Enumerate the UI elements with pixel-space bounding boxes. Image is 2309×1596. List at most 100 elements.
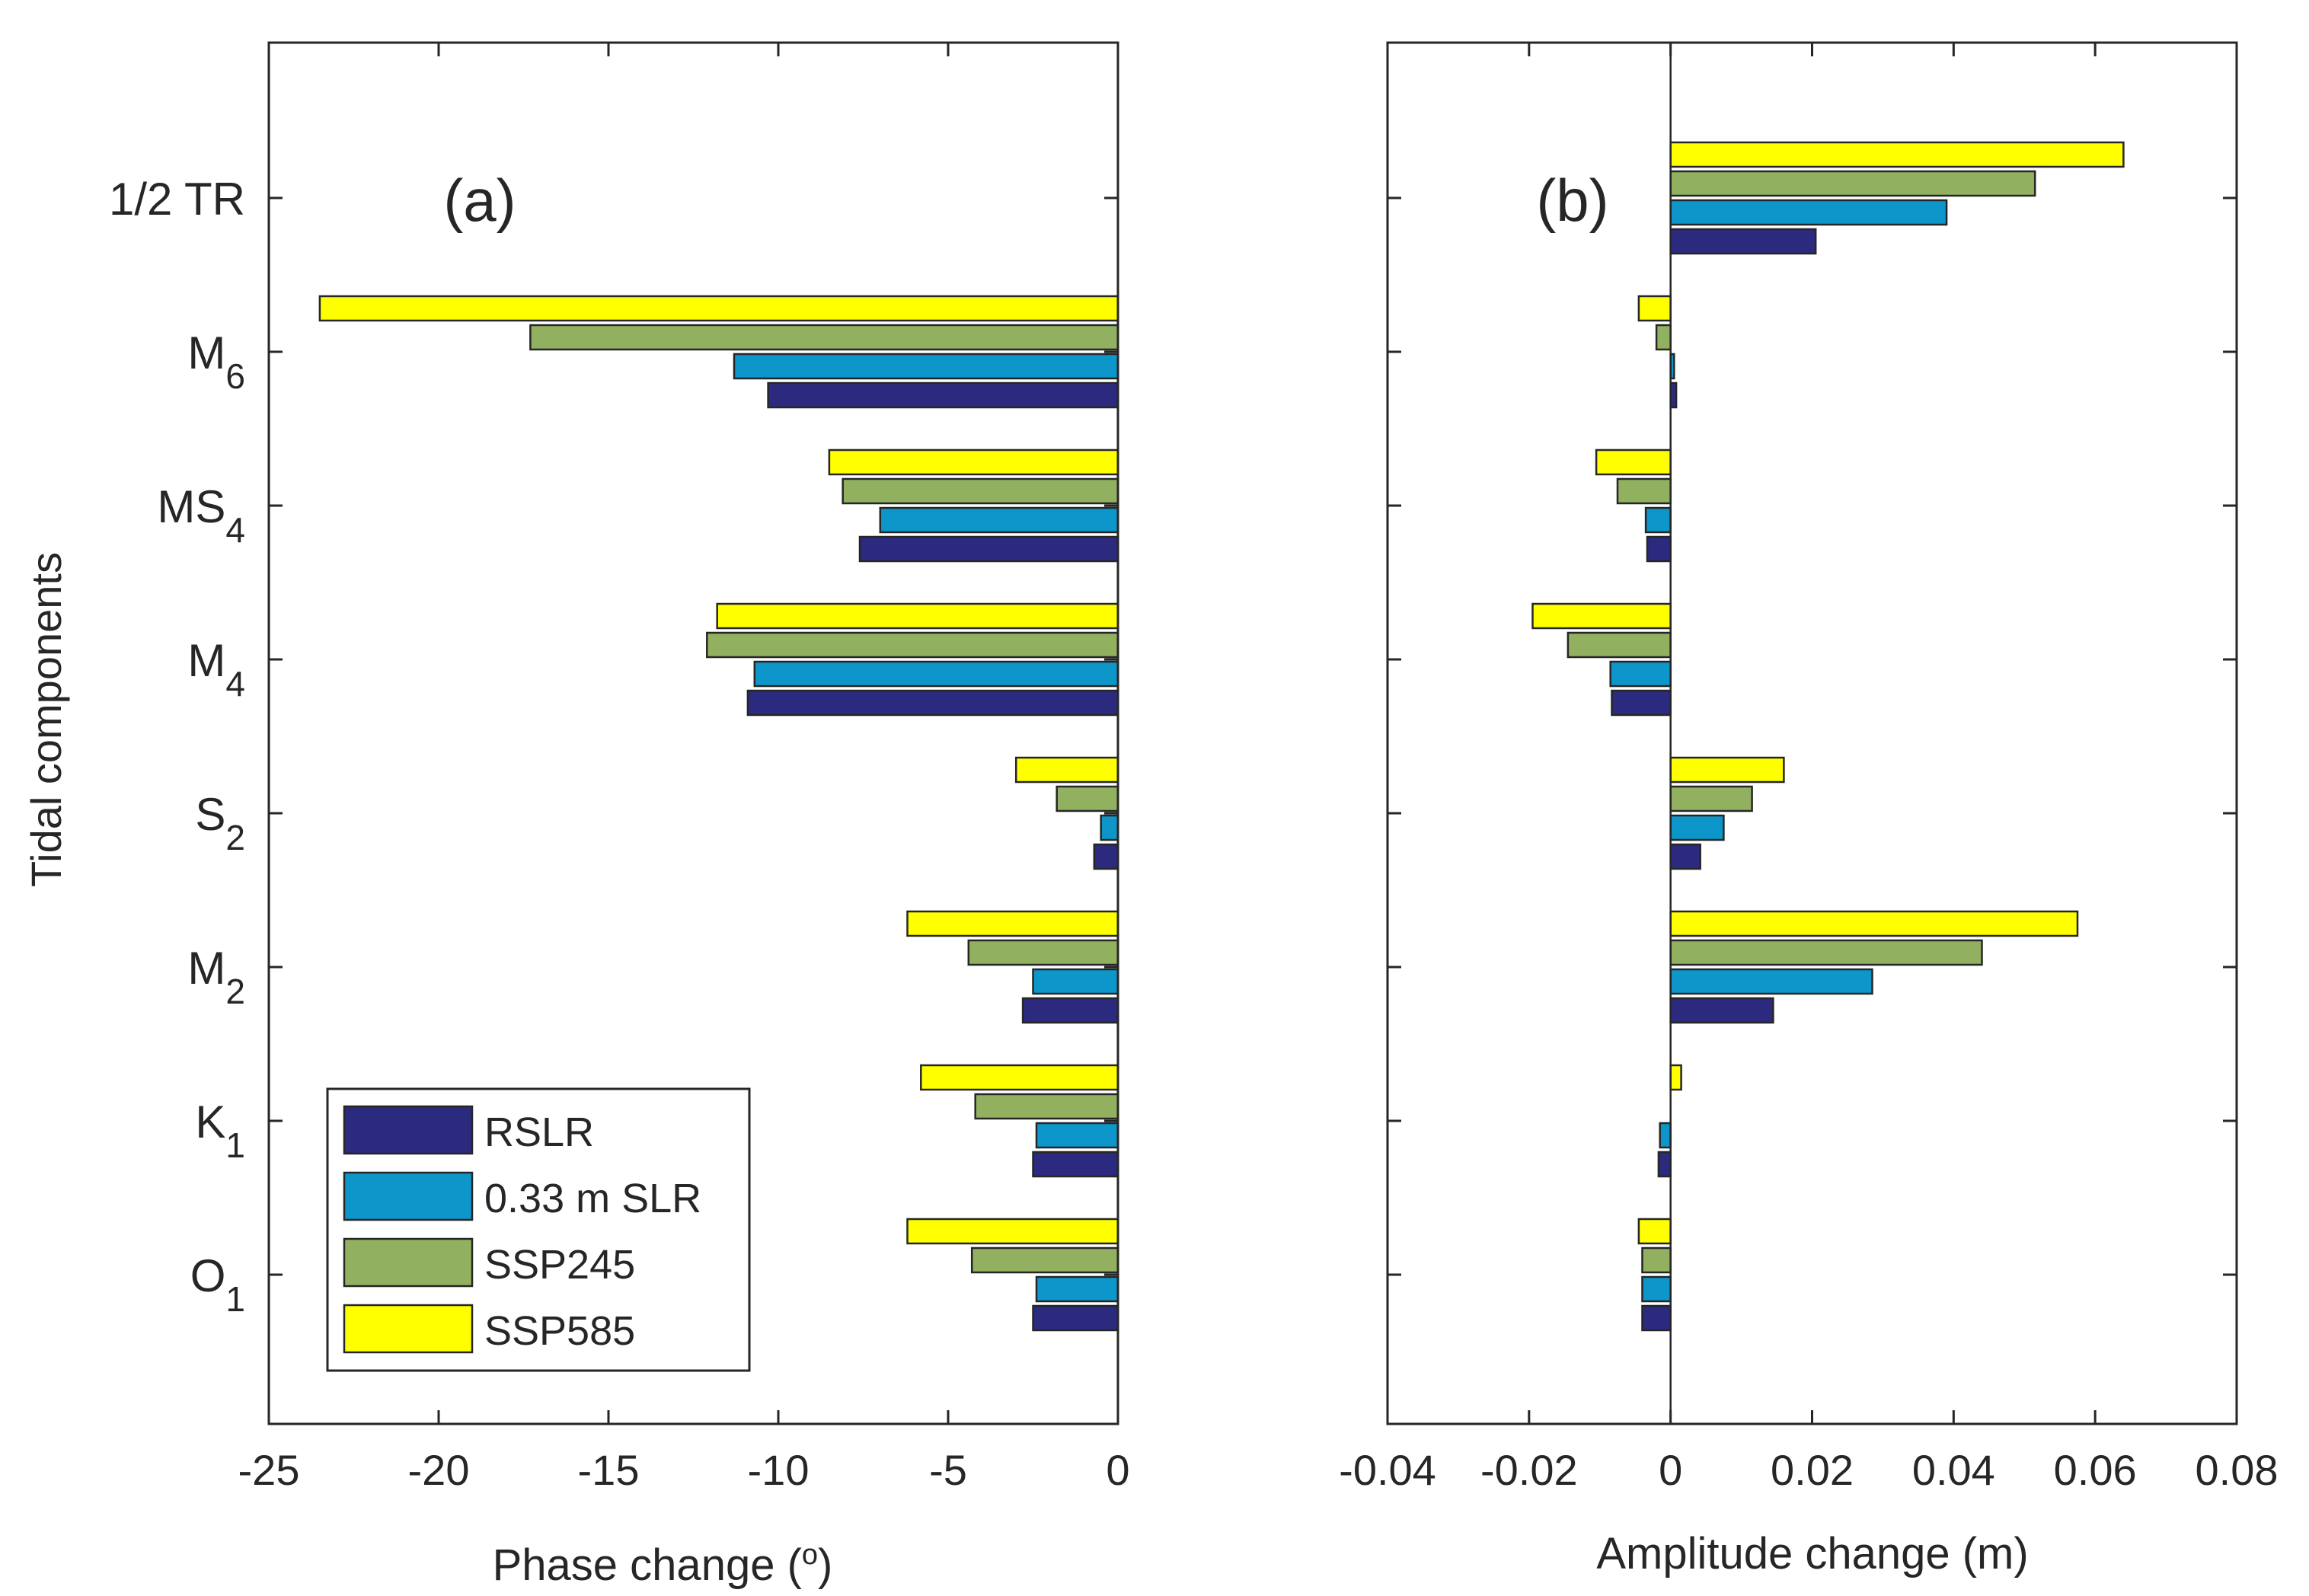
xtick-label-a-3: -10: [748, 1446, 810, 1494]
category-label-3: M4: [187, 635, 245, 704]
bar-b-rslr-2: [1646, 535, 1672, 563]
legend: RSLR 0.33 m SLR SSP245 SSP585: [326, 1087, 751, 1372]
category-label-5: M2: [187, 943, 245, 1011]
bar-a-ssp245-2: [842, 477, 1119, 505]
bar-a-rslr-5: [1021, 997, 1119, 1024]
category-main-6: K: [195, 1096, 225, 1148]
category-main-2: MS: [157, 481, 225, 532]
bar-b-ssp245-2: [1616, 477, 1672, 505]
bar-a-0-33-m-slr-3: [753, 660, 1119, 688]
bar-b-rslr-0: [1669, 228, 1817, 255]
panel-a-axes: [267, 41, 1119, 1425]
bar-a-ssp245-5: [967, 939, 1119, 966]
x-label-close: ): [818, 1540, 832, 1590]
panel-a-xtick-labels: -25 -20 -15 -10 -5 0: [238, 1446, 1130, 1494]
bar-a-ssp585-2: [828, 448, 1119, 476]
legend-label-rslr: RSLR: [484, 1109, 594, 1155]
panel-b-xtick-labels: -0.04 -0.02 0 0.02 0.04 0.06 0.08: [1339, 1446, 2278, 1494]
category-main-3: M: [187, 635, 225, 686]
category-main-1: M: [187, 327, 225, 378]
panel-a-bars: [318, 295, 1119, 1332]
bar-a-ssp585-3: [716, 602, 1119, 630]
category-main-0: 1/2 TR: [109, 174, 245, 225]
bar-b-rslr-7: [1641, 1304, 1672, 1332]
category-label-0: 1/2 TR: [109, 174, 245, 225]
xtick-label-b-0: -0.04: [1339, 1446, 1436, 1494]
bar-a-0-33-m-slr-6: [1035, 1122, 1119, 1149]
xtick-label-a-5: 0: [1106, 1446, 1129, 1494]
xtick-label-b-4: 0.04: [1912, 1446, 1995, 1494]
legend-swatch-rslr: [343, 1105, 474, 1155]
xtick-label-b-5: 0.06: [2054, 1446, 2137, 1494]
category-label-6: K1: [195, 1096, 245, 1165]
category-sub-1: 6: [225, 356, 245, 396]
bar-b-ssp585-5: [1669, 910, 2079, 937]
bar-b-0-33-m-slr-2: [1644, 506, 1672, 534]
bar-b-0-33-m-slr-4: [1669, 814, 1725, 841]
panel-a-label: (a): [443, 167, 516, 234]
bar-a-ssp585-5: [906, 910, 1119, 937]
xtick-label-a-2: -15: [578, 1446, 640, 1494]
xtick-label-b-2: 0: [1659, 1446, 1682, 1494]
category-main-7: O: [190, 1250, 226, 1301]
category-label-4: S2: [195, 789, 245, 857]
bar-a-rslr-3: [746, 689, 1119, 717]
legend-entry-ssp245: SSP245: [343, 1237, 635, 1288]
bar-a-0-33-m-slr-1: [733, 353, 1119, 380]
xtick-label-b-1: -0.02: [1480, 1446, 1578, 1494]
bar-a-ssp245-7: [970, 1246, 1119, 1274]
xtick-label-a-1: -20: [408, 1446, 470, 1494]
xtick-label-b-3: 0.02: [1771, 1446, 1854, 1494]
bar-b-0-33-m-slr-6: [1659, 1122, 1672, 1149]
category-main-4: S: [195, 789, 225, 840]
bar-a-rslr-7: [1032, 1304, 1119, 1332]
legend-entry-033-slr: 0.33 m SLR: [343, 1171, 701, 1221]
panel-b-bars: [1531, 141, 2125, 1332]
bar-b-ssp585-7: [1637, 1218, 1672, 1245]
category-sub-7: 1: [225, 1279, 245, 1319]
category-sub-4: 2: [225, 818, 245, 857]
panel-a-x-axis-label: Phase change (o): [493, 1539, 833, 1590]
xtick-label-a-4: -5: [929, 1446, 967, 1494]
legend-swatch-ssp585: [343, 1304, 474, 1354]
legend-label-ssp585: SSP585: [484, 1308, 635, 1354]
bar-b-ssp245-5: [1669, 939, 1983, 966]
bar-a-rslr-4: [1093, 843, 1119, 870]
panel-b: -0.04 -0.02 0 0.02 0.04 0.06 0.08 (b) Amplitud…: [1339, 41, 2279, 1578]
category-sub-2: 4: [225, 510, 245, 550]
bar-b-ssp245-7: [1641, 1246, 1672, 1274]
legend-entry-rslr: RSLR: [343, 1105, 594, 1155]
panel-a-axes-box: [267, 41, 1119, 1425]
bar-a-ssp245-6: [974, 1093, 1119, 1120]
legend-entry-ssp585: SSP585: [343, 1304, 635, 1354]
bar-a-rslr-1: [767, 381, 1119, 409]
category-sub-6: 1: [225, 1125, 245, 1165]
bar-b-rslr-4: [1669, 843, 1701, 870]
bar-b-rslr-5: [1669, 997, 1774, 1024]
bar-b-ssp245-1: [1655, 324, 1672, 351]
bar-a-rslr-6: [1032, 1151, 1119, 1178]
bar-b-ssp585-2: [1595, 448, 1672, 476]
bar-b-ssp585-0: [1669, 141, 2125, 168]
bar-a-0-33-m-slr-4: [1100, 814, 1119, 841]
x-label-main: Phase change (: [493, 1540, 802, 1590]
category-sub-5: 2: [225, 972, 245, 1011]
bar-a-ssp585-1: [318, 295, 1119, 322]
bar-a-0-33-m-slr-5: [1032, 968, 1119, 995]
xtick-label-a-0: -25: [238, 1446, 300, 1494]
panel-b-axes: [1386, 41, 2238, 1425]
category-label-7: O1: [190, 1250, 245, 1319]
bar-a-rslr-2: [858, 535, 1119, 563]
panel-b-x-axis-label: Amplitude change (m): [1596, 1529, 2028, 1578]
category-main-5: M: [187, 943, 225, 994]
x-label-degree: o: [802, 1539, 818, 1571]
bar-b-0-33-m-slr-5: [1669, 968, 1873, 995]
xtick-label-b-6: 0.08: [2196, 1446, 2279, 1494]
legend-label-ssp245: SSP245: [484, 1242, 635, 1288]
legend-label-033-slr: 0.33 m SLR: [484, 1176, 701, 1221]
bar-b-0-33-m-slr-0: [1669, 199, 1948, 226]
legend-swatch-ssp245: [343, 1237, 474, 1288]
bar-a-ssp245-4: [1055, 785, 1119, 812]
